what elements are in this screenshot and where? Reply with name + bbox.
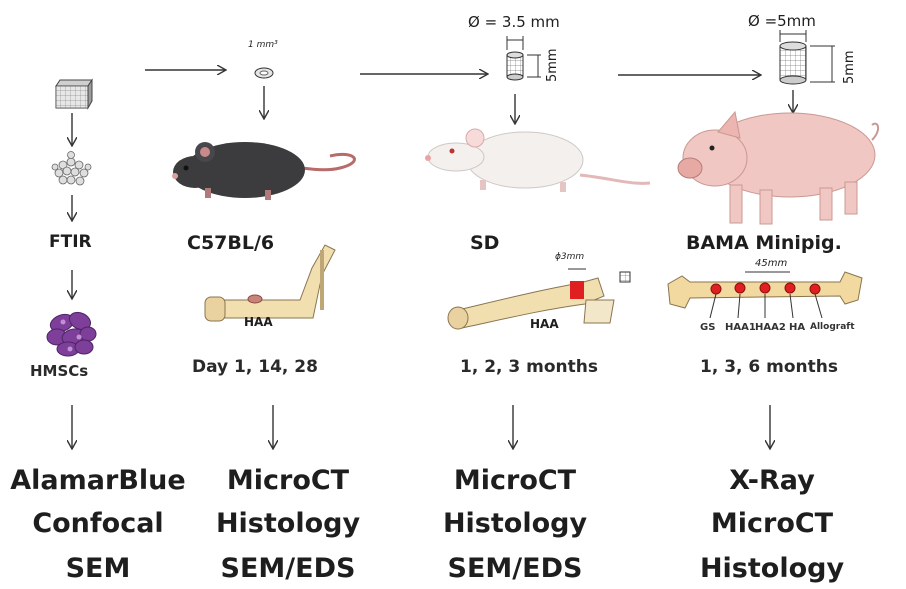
minipig-icon <box>677 110 879 225</box>
col2-bone-label: HAA <box>244 315 273 329</box>
col1-outcome-2: Confocal <box>32 508 164 539</box>
col2-timepoints: Day 1, 14, 28 <box>192 357 318 377</box>
implant-label-ha: HA <box>789 322 806 333</box>
small-disc-implant-icon <box>254 67 274 79</box>
col3-bone-label: HAA <box>530 317 559 331</box>
col1-subtitle: HMSCs <box>30 362 89 380</box>
col4-outcome-2: MicroCT <box>710 508 834 539</box>
col1-title: FTIR <box>49 232 92 252</box>
col2-title: C57BL/6 <box>187 232 275 254</box>
pig-bone-icon <box>667 271 863 319</box>
particles-icon <box>51 151 92 186</box>
pig-height-label: 5mm <box>842 50 857 84</box>
col4-outcome-3: Histology <box>699 553 845 584</box>
pig-diameter-label: Ø =5mm <box>748 12 816 30</box>
col3-outcome-2: Histology <box>442 508 588 539</box>
col2-outcome-3: SEM/EDS <box>220 553 356 584</box>
col4-outcome-1: X-Ray <box>729 465 815 496</box>
col4-title: BAMA Minipig. <box>686 232 842 254</box>
col4-bone-length: 45mm <box>755 258 788 269</box>
implant-label-haa2: HAA2 <box>755 322 786 333</box>
black-mouse-icon <box>172 142 356 200</box>
col1-outcome-3: SEM <box>65 553 131 584</box>
pig-implant-icon <box>779 30 835 85</box>
implant-label-gs: GS <box>700 322 716 333</box>
implant-label-haa1: HAA1 <box>725 322 756 333</box>
col3-outcome-3: SEM/EDS <box>447 553 583 584</box>
col1-outcome-1: AlamarBlue <box>10 465 186 496</box>
implant-label-allograft: Allograft <box>810 322 855 332</box>
col2-outcome-1: MicroCT <box>226 465 350 496</box>
col3-timepoints: 1, 2, 3 months <box>460 357 599 377</box>
sd-diameter-label: Ø = 3.5 mm <box>468 13 560 31</box>
col3-outcome-1: MicroCT <box>453 465 577 496</box>
hmsc-cells-icon <box>46 311 97 357</box>
sd-height-label: 5mm <box>545 48 560 82</box>
col3-defect-label: ϕ3mm <box>555 252 585 262</box>
cylinder-implant-icon <box>506 36 541 81</box>
rat-bone-icon <box>447 268 631 330</box>
scaffold-cube-icon <box>55 78 93 110</box>
horizontal-arrows <box>145 70 760 75</box>
white-rat-icon <box>425 128 651 192</box>
mouse-bone-icon <box>204 244 336 322</box>
col4-timepoints: 1, 3, 6 months <box>700 357 839 377</box>
col3-title: SD <box>470 232 500 254</box>
col2-outcome-2: Histology <box>215 508 361 539</box>
volume-label: 1 mm³ <box>248 40 278 50</box>
